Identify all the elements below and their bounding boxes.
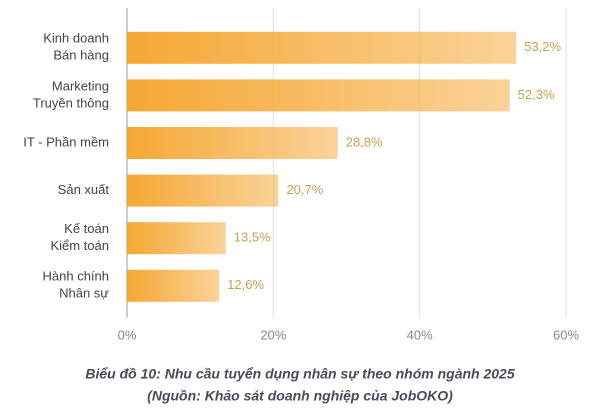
value-label: 52,3% (518, 87, 555, 102)
bar (127, 31, 517, 64)
y-tick-label: Hành chính (43, 269, 110, 284)
x-tick-label: 0% (118, 327, 137, 342)
value-label: 12,6% (227, 277, 264, 292)
bar (127, 79, 510, 112)
y-tick-label: Bán hàng (53, 48, 109, 63)
value-label: 20,7% (286, 182, 323, 197)
y-tick-label: Marketing (52, 78, 109, 93)
bar (127, 269, 220, 302)
y-tick-label: Nhân sự (59, 286, 109, 301)
bar (127, 222, 226, 255)
chart-title: Biểu đồ 10: Nhu cầu tuyển dụng nhân sự t… (85, 366, 514, 382)
bar (127, 127, 338, 159)
chart-subtitle: (Nguồn: Khảo sát doanh nghiệp của JobOKO… (147, 388, 453, 404)
x-tick-label: 40% (407, 327, 433, 342)
bar (127, 174, 279, 207)
x-tick-label: 60% (553, 327, 579, 342)
y-tick-label: IT - Phần mềm (23, 134, 109, 149)
y-tick-label: Kiểm toán (50, 238, 109, 253)
y-tick-label: Kinh doanh (43, 31, 109, 46)
value-label: 53,2% (524, 39, 561, 54)
y-tick-label: Truyền thông (33, 95, 109, 110)
y-tick-label: Sản xuất (58, 182, 110, 197)
value-label: 13,5% (234, 230, 271, 245)
value-label: 28,8% (346, 134, 383, 149)
x-tick-label: 20% (260, 327, 286, 342)
y-tick-label: Kế toán (64, 221, 109, 236)
